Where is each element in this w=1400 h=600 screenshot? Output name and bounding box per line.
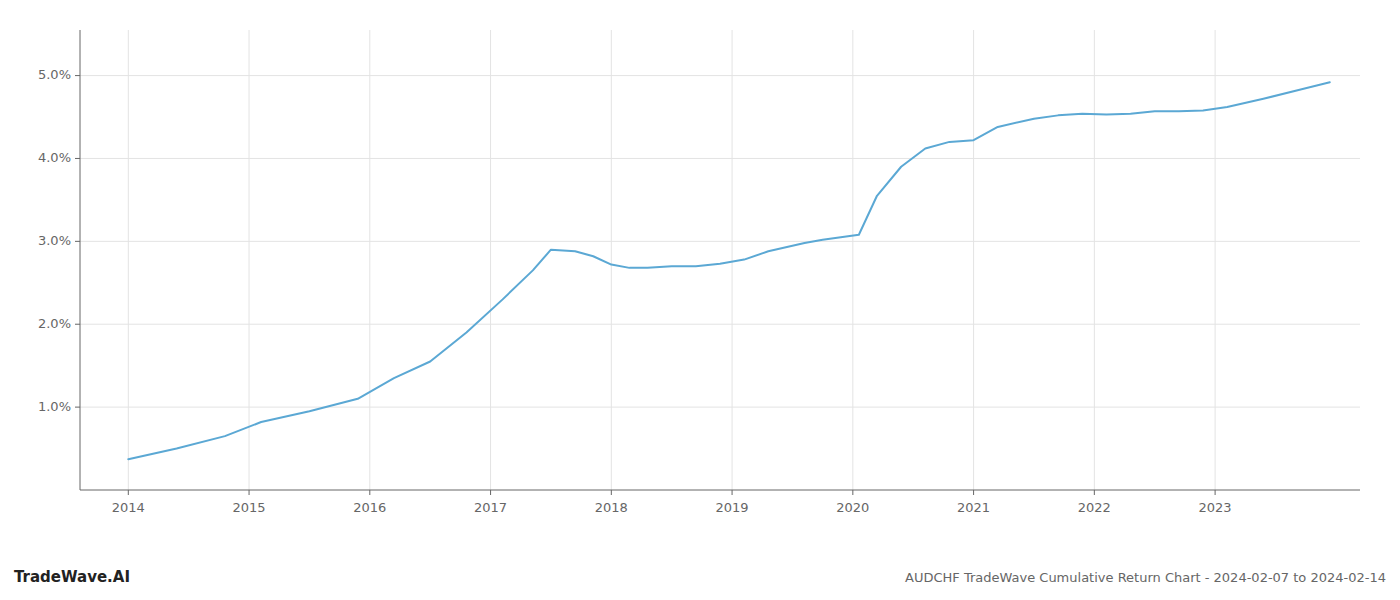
y-tick [75, 241, 80, 242]
y-tick-label: 4.0% [38, 150, 71, 165]
page: {"chart_data": {"type": "line", "title":… [0, 0, 1400, 600]
x-tick-label: 2021 [957, 500, 990, 515]
x-tick-label: 2018 [595, 500, 628, 515]
texts: TradeWave.AI AUDCHF TradeWave Cumulative … [14, 568, 1386, 586]
y-tick [75, 407, 80, 408]
x-tick [973, 490, 974, 495]
x-tick-label: 2014 [112, 500, 145, 515]
x-grid-line [249, 30, 250, 490]
title: AUDCHF TradeWave Cumulative Return Chart… [905, 570, 1386, 585]
x-tick-label: 2022 [1078, 500, 1111, 515]
x-grid-line [1094, 30, 1095, 490]
x-grid-line [1215, 30, 1216, 490]
y-grid-line [80, 324, 1360, 325]
y-grid-line [80, 407, 1360, 408]
x-tick [128, 490, 129, 495]
x-tick [852, 490, 853, 495]
y-grid-line [80, 158, 1360, 159]
chart-container: 1.0% 2.0% 3.0% 4.0% 5.0% 2014 2015 2016 2017 2018… [0, 0, 1400, 600]
y-tick [75, 75, 80, 76]
x-tick [611, 490, 612, 495]
x-tick-label: 2019 [716, 500, 749, 515]
plot-data [128, 82, 1330, 459]
x-tick [1215, 490, 1216, 495]
y-tick-label: 1.0% [38, 399, 71, 414]
x-grid-line [973, 30, 974, 490]
x-grid-line [852, 30, 853, 490]
x-axis-line [80, 490, 1360, 491]
x-grid-line [611, 30, 612, 490]
x-tick [249, 490, 250, 495]
line [128, 82, 1330, 459]
y-tick-label: 3.0% [38, 233, 71, 248]
x-tick-label: 2023 [1199, 500, 1232, 515]
y-tick-label: 2.0% [38, 316, 71, 331]
x-tick-label: 2015 [233, 500, 266, 515]
watermark: TradeWave.AI [14, 568, 130, 586]
y-tick [75, 158, 80, 159]
x-grid-line [490, 30, 491, 490]
y-axis-line [80, 30, 81, 490]
x-tick [490, 490, 491, 495]
y-tick [75, 324, 80, 325]
axes: 1.0% 2.0% 3.0% 4.0% 5.0% 2014 2015 2016 2017 2018… [38, 30, 1360, 515]
grid [80, 30, 1360, 490]
x-grid-line [369, 30, 370, 490]
x-tick-label: 2017 [474, 500, 507, 515]
x-grid-line [732, 30, 733, 490]
y-grid-line [80, 241, 1360, 242]
x-tick-label: 2020 [836, 500, 869, 515]
y-tick-label: 5.0% [38, 67, 71, 82]
x-tick-label: 2016 [353, 500, 386, 515]
x-grid-line [128, 30, 129, 490]
x-tick [369, 490, 370, 495]
x-tick [1094, 490, 1095, 495]
chart-svg: 1.0% 2.0% 3.0% 4.0% 5.0% 2014 2015 2016 2017 2018… [0, 0, 1400, 600]
x-tick [732, 490, 733, 495]
y-grid-line [80, 75, 1360, 76]
